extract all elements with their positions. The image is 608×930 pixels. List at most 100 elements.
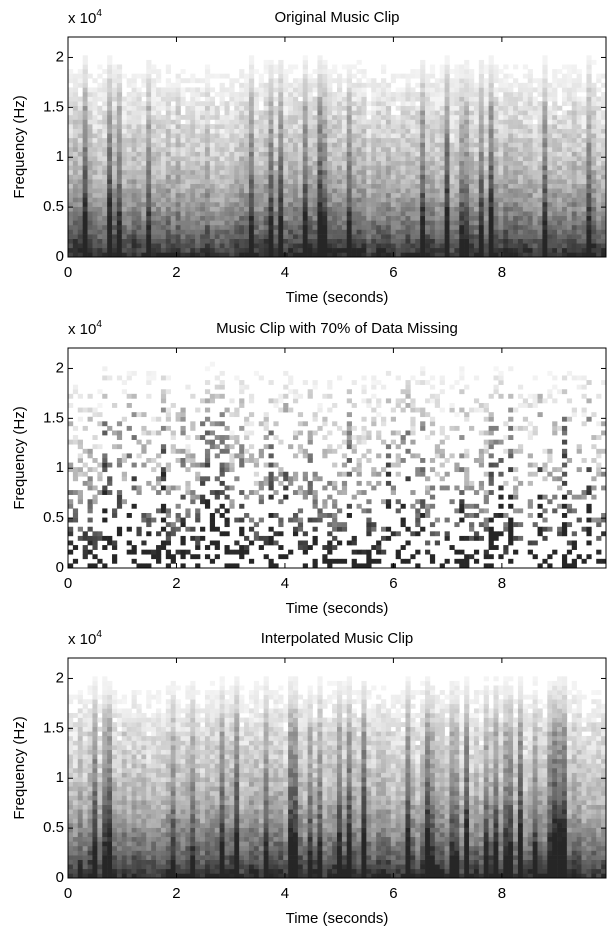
spectrogram-cell bbox=[561, 211, 568, 217]
spectrogram-cell bbox=[292, 252, 299, 258]
spectrogram-cell bbox=[175, 147, 181, 152]
spectrogram-cell bbox=[557, 238, 563, 244]
spectrogram-cell bbox=[317, 147, 323, 152]
spectrogram-cell bbox=[454, 137, 460, 143]
spectrogram-cell bbox=[366, 82, 372, 88]
spectrogram-cell bbox=[72, 234, 79, 239]
spectrogram-cell bbox=[77, 229, 83, 235]
spectrogram-cell bbox=[190, 110, 196, 116]
spectrogram-cell bbox=[219, 220, 225, 226]
spectrogram-cell bbox=[248, 540, 255, 546]
spectrogram-cell bbox=[87, 252, 93, 258]
spectrogram-cell bbox=[522, 133, 529, 139]
spectrogram-cell bbox=[268, 119, 274, 125]
spectrogram-cell bbox=[107, 480, 113, 486]
spectrogram-cell bbox=[346, 133, 352, 139]
spectrogram-cell bbox=[473, 202, 480, 207]
spectrogram-cell bbox=[537, 124, 543, 129]
spectrogram-cell bbox=[126, 393, 132, 399]
spectrogram-cell bbox=[116, 179, 123, 184]
spectrogram-cell bbox=[312, 220, 318, 226]
spectrogram-cell bbox=[273, 105, 279, 111]
spectrogram-cell bbox=[425, 220, 431, 226]
spectrogram-cell bbox=[586, 188, 592, 194]
spectrogram-cell bbox=[381, 179, 387, 184]
spectrogram-cell bbox=[195, 179, 201, 184]
spectrogram-cell bbox=[160, 124, 167, 129]
spectrogram-cell bbox=[327, 238, 333, 244]
spectrogram-cell bbox=[395, 179, 401, 184]
spectrogram-cell bbox=[141, 517, 147, 523]
spectrogram-cell bbox=[146, 69, 152, 74]
spectrogram-cell bbox=[283, 247, 289, 253]
spectrogram-cell bbox=[195, 517, 201, 523]
spectrogram-cell bbox=[307, 156, 313, 162]
spectrogram-cell bbox=[351, 229, 357, 235]
spectrogram-cell bbox=[68, 110, 74, 116]
spectrogram-cell bbox=[131, 78, 137, 84]
spectrogram-cell bbox=[253, 169, 260, 175]
spectrogram-cell bbox=[219, 439, 225, 445]
spectrogram-cell bbox=[141, 128, 147, 134]
spectrogram-cell bbox=[292, 220, 299, 226]
spectrogram-cell bbox=[297, 183, 304, 189]
spectrogram-cell bbox=[68, 215, 74, 221]
spectrogram-cell bbox=[464, 211, 470, 217]
spectrogram-cell bbox=[248, 393, 255, 399]
spectrogram-cell bbox=[160, 517, 167, 523]
spectrogram-cell bbox=[185, 384, 191, 390]
spectrogram-cell bbox=[253, 128, 260, 134]
y-tick-label: 0 bbox=[56, 248, 64, 265]
spectrogram-cell bbox=[317, 124, 323, 129]
spectrogram-cell bbox=[209, 114, 216, 120]
spectrogram-cell bbox=[185, 124, 191, 129]
spectrogram-cell bbox=[542, 73, 548, 79]
spectrogram-cell bbox=[126, 174, 132, 180]
spectrogram-cell bbox=[439, 215, 445, 221]
spectrogram-cell bbox=[561, 165, 568, 171]
spectrogram-cell bbox=[356, 179, 362, 184]
spectrogram-cell bbox=[439, 137, 445, 143]
spectrogram-cell bbox=[547, 114, 553, 120]
spectrogram-cell bbox=[229, 549, 235, 555]
spectrogram-cell bbox=[381, 197, 387, 203]
spectrogram-cell bbox=[97, 238, 103, 244]
spectrogram-cell bbox=[527, 147, 533, 152]
spectrogram-cell bbox=[478, 229, 485, 235]
spectrogram-cell bbox=[537, 252, 543, 258]
spectrogram-cell bbox=[229, 453, 235, 459]
spectrogram-cell bbox=[337, 133, 343, 139]
spectrogram-cell bbox=[454, 169, 460, 175]
spectrogram-cell bbox=[376, 183, 382, 189]
spectrogram-cell bbox=[204, 165, 211, 171]
spectrogram-cell bbox=[121, 247, 127, 253]
spectrogram-cell bbox=[410, 137, 416, 143]
spectrogram-cell bbox=[297, 82, 304, 88]
spectrogram-cell bbox=[200, 398, 206, 404]
spectrogram-cell bbox=[160, 101, 167, 107]
spectrogram-cell bbox=[136, 96, 142, 102]
spectrogram-cell bbox=[160, 508, 167, 514]
spectrogram-cell bbox=[72, 174, 79, 180]
spectrogram-cell bbox=[141, 243, 147, 249]
spectrogram-cell bbox=[165, 124, 172, 129]
spectrogram-cell bbox=[116, 247, 123, 253]
spectrogram-cell bbox=[165, 215, 172, 221]
spectrogram-cell bbox=[351, 96, 357, 102]
spectrogram-cell bbox=[557, 114, 563, 120]
spectrogram-cell bbox=[297, 211, 304, 217]
spectrogram-cell bbox=[239, 197, 245, 203]
spectrogram-cell bbox=[219, 229, 225, 235]
spectrogram-cell bbox=[234, 114, 240, 120]
spectrogram-cell bbox=[425, 133, 431, 139]
spectrogram-cell bbox=[307, 197, 313, 203]
spectrogram-cell bbox=[239, 206, 245, 212]
spectrogram-cell bbox=[200, 243, 206, 249]
spectrogram-cell bbox=[454, 215, 460, 221]
spectrogram-cell bbox=[219, 105, 225, 111]
spectrogram-cell bbox=[381, 156, 387, 162]
spectrogram-cell bbox=[508, 174, 514, 180]
spectrogram-cell bbox=[557, 160, 563, 166]
spectrogram-cell bbox=[385, 151, 392, 157]
spectrogram-cell bbox=[97, 64, 103, 70]
